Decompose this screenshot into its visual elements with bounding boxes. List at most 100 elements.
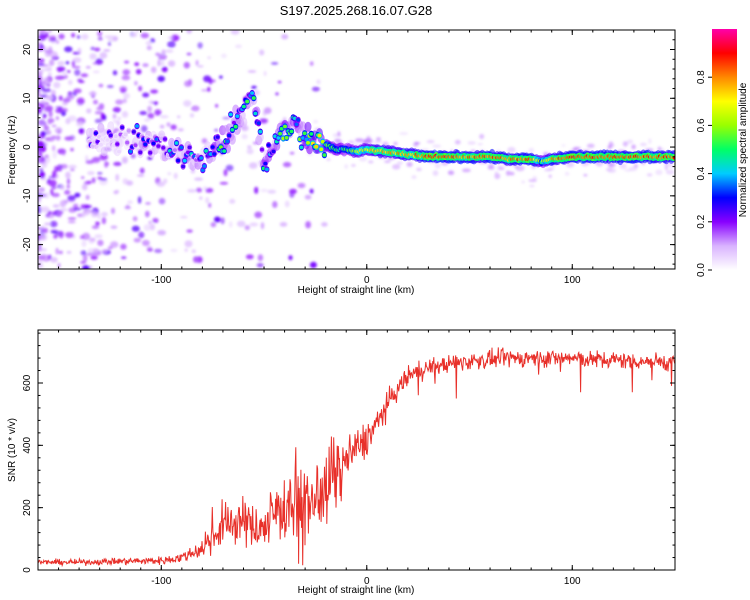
spectrogram-noise-speckle: [38, 188, 43, 194]
spectrogram-noise-speckle: [45, 32, 49, 38]
spectrogram-noise-speckle: [62, 72, 67, 75]
spectrogram-ridge-core: [253, 111, 258, 116]
spectrogram-noise-speckle: [155, 52, 161, 56]
spectrogram-noise-speckle: [309, 61, 314, 66]
spectrogram-noise-speckle: [205, 197, 210, 204]
spectrogram-noise-speckle: [44, 192, 50, 199]
spectrogram-noise-speckle: [659, 148, 665, 151]
spectrogram-noise-speckle: [103, 114, 107, 121]
spectrogram-noise-speckle: [83, 181, 92, 185]
spectrogram-noise-speckle: [235, 44, 242, 49]
spectrogram-noise-speckle: [272, 201, 278, 208]
spectrogram-noise-speckle: [183, 61, 190, 69]
spectrogram-noise-speckle: [67, 220, 76, 224]
spectrogram-noise-speckle: [655, 169, 663, 176]
snr-x-label: Height of straight line (km): [298, 585, 415, 596]
spectrogram-noise-speckle: [259, 118, 268, 124]
spectrogram-noise-speckle: [66, 184, 71, 189]
spectrogram-noise-speckle: [399, 132, 409, 135]
spectrogram-noise-speckle: [110, 225, 118, 229]
spectrogram-noise-speckle: [112, 70, 118, 76]
spectrogram-noise-speckle: [186, 52, 192, 56]
spectrogram-noise-speckle: [38, 68, 44, 75]
snr-y-label: SNR (10 * v/v): [7, 418, 18, 482]
spectrogram-noise-speckle: [257, 254, 264, 262]
spectrogram-y-tick-label: 0: [22, 144, 33, 150]
spectrogram-ridge-core: [278, 131, 283, 136]
spectrogram-noise-speckle: [148, 220, 152, 225]
spectrogram-noise-speckle: [665, 169, 675, 175]
spectrogram-noise-speckle: [43, 77, 50, 85]
spectrogram-noise-speckle: [289, 151, 295, 155]
spectrogram-noise-speckle: [38, 196, 41, 204]
spectrogram-noise-speckle: [521, 180, 525, 184]
spectrogram-noise-speckle: [38, 30, 46, 35]
spectrogram-noise-speckle: [426, 140, 435, 144]
spectrogram-noise-speckle: [68, 115, 77, 122]
spectrogram-ridge-core: [98, 142, 103, 147]
spectrogram-noise-speckle: [68, 79, 73, 86]
spectrogram-noise-speckle: [509, 171, 515, 176]
spectrogram-noise-speckle: [94, 111, 103, 115]
spectrogram-noise-speckle: [214, 216, 221, 223]
spectrogram-noise-speckle: [157, 230, 166, 236]
spectrogram-noise-speckle: [640, 142, 647, 147]
spectrogram-ridge-core: [227, 133, 232, 138]
spectrogram-noise-speckle: [184, 248, 188, 252]
spectrogram-noise-speckle: [161, 66, 168, 73]
spectrogram-noise-speckle: [53, 81, 61, 89]
snr-panel: -100 0 100 0 200 400 600 Height of straight l…: [7, 329, 676, 596]
spectrogram-noise-speckle: [135, 30, 139, 33]
spectrogram-noise-speckle: [275, 92, 279, 96]
spectrogram-noise-speckle: [94, 234, 103, 239]
spectrogram-noise-speckle: [52, 170, 57, 178]
chart-title: S197.2025.268.16.07.G28: [280, 3, 433, 18]
spectrogram-noise-speckle: [70, 148, 74, 152]
spectrogram-noise-speckle: [79, 235, 85, 240]
spectrogram-noise-speckle: [50, 188, 54, 196]
spectrogram-noise-speckle: [81, 33, 89, 40]
spectrogram-noise-speckle: [77, 47, 82, 55]
spectrogram-noise-speckle: [114, 189, 120, 194]
spectrogram-noise-speckle: [146, 45, 152, 51]
spectrogram-noise-speckle: [170, 248, 178, 252]
spectrogram-ridge: [85, 89, 675, 174]
spectrogram-noise-speckle: [81, 211, 86, 218]
spectrogram-noise-speckle: [50, 89, 56, 96]
spectrogram-noise-speckle: [384, 160, 391, 163]
spectrogram-noise-speckle: [62, 98, 71, 103]
spectrogram-noise-speckle: [187, 189, 197, 193]
spectrogram-noise-speckle: [59, 208, 68, 212]
spectrogram-noise-speckle: [479, 133, 485, 140]
spectrogram-y-tick-label: -10: [22, 188, 33, 203]
spectrogram-noise-speckle: [68, 164, 77, 169]
spectrogram-noise-speckle: [66, 178, 71, 185]
spectrogram-noise-speckle: [145, 40, 152, 46]
spectrogram-noise-speckle: [197, 65, 204, 68]
spectrogram-noise-speckle: [244, 225, 250, 231]
spectrogram-noise-speckle: [159, 115, 169, 119]
spectrogram-noise-speckle: [165, 49, 174, 53]
spectrogram-noise-speckle: [167, 172, 172, 176]
spectrogram-noise-speckle: [115, 173, 120, 182]
spectrogram-noise-speckle: [39, 171, 46, 179]
spectrogram-noise-speckle: [60, 107, 68, 113]
spectrogram-noise-speckle: [144, 118, 151, 122]
spectrogram-noise-speckle: [67, 195, 76, 201]
spectrogram-ridge-core: [276, 136, 281, 140]
spectrogram-noise-speckle: [38, 33, 47, 41]
spectrogram-noise-speckle: [87, 171, 95, 176]
spectrogram-ridge-core: [105, 138, 110, 142]
spectrogram-noise-speckle: [207, 56, 211, 60]
spectrogram-noise-speckle: [326, 158, 331, 161]
snr-y-tick-label: 400: [22, 437, 33, 454]
spectrogram-marks: [38, 30, 675, 269]
spectrogram-ridge-core: [225, 139, 230, 144]
spectrogram-noise-speckle: [106, 85, 114, 88]
spectrogram-noise-speckle: [56, 66, 66, 72]
spectrogram-noise-speckle: [85, 155, 89, 162]
spectrogram-noise-speckle: [111, 207, 115, 215]
spectrogram-noise-speckle: [101, 212, 108, 217]
spectrogram-noise-speckle: [121, 111, 129, 118]
spectrogram-noise-speckle: [607, 145, 612, 149]
